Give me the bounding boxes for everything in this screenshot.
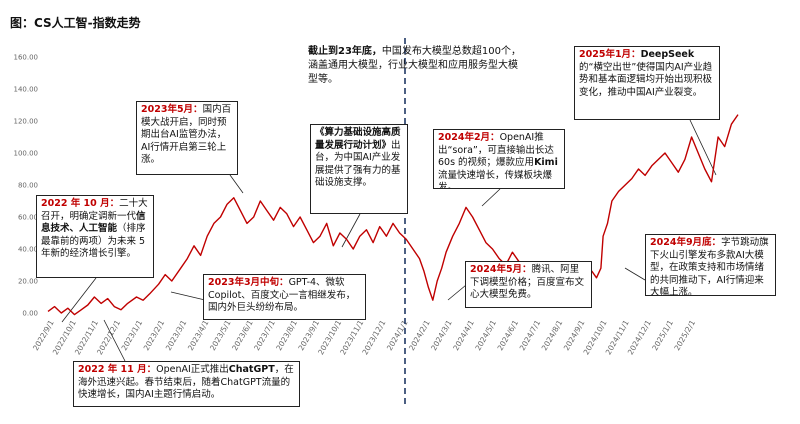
annotation-2022-10: 2022 年 10 月：二十大召开，明确定调新一代信息技术、人工智能（排序最靠前…	[36, 195, 154, 278]
x-tick-label: 2023/1/1	[120, 318, 145, 352]
y-tick-label: 120.00	[14, 118, 39, 126]
x-tick-label: 2024/8/1	[540, 318, 565, 352]
annotation-2023-03: 2023年3月中旬：GPT-4、微软Copilot、百度文心一言相继发布，国内外…	[203, 274, 366, 320]
annotation-connector	[229, 174, 244, 194]
y-tick-label: 140.00	[14, 86, 39, 94]
annotation-2024-02: 2024年2月：OpenAI推出“sora”，可直接输出长达 60s 的视频；爆…	[433, 129, 565, 189]
x-tick-label: 2023/6/1	[230, 318, 255, 352]
x-tick-label: 2023/7/1	[252, 318, 277, 352]
series-line	[47, 114, 739, 316]
x-tick-label: 2024/6/1	[496, 318, 521, 352]
y-tick-label: 100.00	[14, 150, 39, 158]
annotation-connector	[103, 319, 126, 362]
x-tick-label: 2023/5/1	[208, 318, 233, 352]
y-tick-label: 160.00	[14, 54, 39, 62]
y-tick-label: 0.00	[22, 310, 38, 318]
annotation-connector	[624, 267, 646, 281]
x-tick-label: 2024/2/1	[407, 318, 432, 352]
x-tick-label: 2022/9/1	[31, 318, 56, 352]
x-tick-label: 2024/4/1	[451, 318, 476, 352]
annotation-connector	[481, 188, 501, 207]
x-tick-label: 2024/5/1	[473, 318, 498, 352]
x-tick-label: 2024/3/1	[429, 318, 454, 352]
x-tick-label: 2023/4/1	[186, 318, 211, 352]
x-tick-label: 2023/8/1	[274, 318, 299, 352]
annotation-connector	[689, 119, 717, 176]
x-tick-label: 2025/2/1	[672, 318, 697, 352]
y-tick-label: 20.00	[18, 278, 38, 286]
annotation-2023-05: 2023年5月：国内百模大战开启，同时预期出台AI监管办法，AI行情开启第三轮上…	[136, 101, 238, 175]
x-tick-label: 2023/3/1	[164, 318, 189, 352]
annotation-connector	[61, 277, 97, 323]
x-tick-label: 2024/9/1	[562, 318, 587, 352]
annotation-connector	[170, 291, 206, 301]
x-tick-label: 2023/2/1	[142, 318, 167, 352]
y-tick-label: 40.00	[18, 246, 38, 254]
chart-title: 图：CS人工智-指数走势	[10, 16, 141, 30]
annotation-2024-05: 2024年5月：腾讯、阿里下调模型价格；百度宣布文心大模型免费。	[465, 261, 592, 308]
annotation-2025-01: 2025年1月：DeepSeek的“横空出世”使得国内AI产业趋势和基本面逻辑均…	[574, 46, 720, 120]
x-tick-label: 2024/7/1	[518, 318, 543, 352]
x-tick-label: 2023/9/1	[296, 318, 321, 352]
y-tick-label: 60.00	[18, 214, 38, 222]
annotation-2023-end: 截止到23年底，中国发布大模型总数超100个，涵盖通用大模型，行业大模型和应用服…	[308, 46, 522, 85]
annotation-connector	[341, 213, 361, 248]
y-axis: 0.00 20.00 40.00 60.00 80.00 100.00 120.00 140.…	[14, 54, 39, 318]
x-axis: 2022/9/12022/10/12022/11/12022/12/12023/…	[31, 318, 697, 356]
x-tick-label: 2024/1/1	[385, 318, 410, 352]
annotation-2022-11: 2022 年 11 月：OpenAI正式推出ChatGPT，在海外迅速兴起。春节…	[73, 361, 300, 407]
x-tick-label: 2025/1/1	[650, 318, 675, 352]
y-tick-label: 80.00	[18, 182, 38, 190]
annotation-2024-09: 2024年9月底：字节跳动旗下火山引擎发布多款AI大模型，在政策支持和市场情绪的…	[645, 234, 776, 296]
annotation-compute-plan: 《算力基础设施高质量发展行动计划》出台，为中国AI产业发展提供了强有力的基础设施…	[310, 124, 408, 214]
